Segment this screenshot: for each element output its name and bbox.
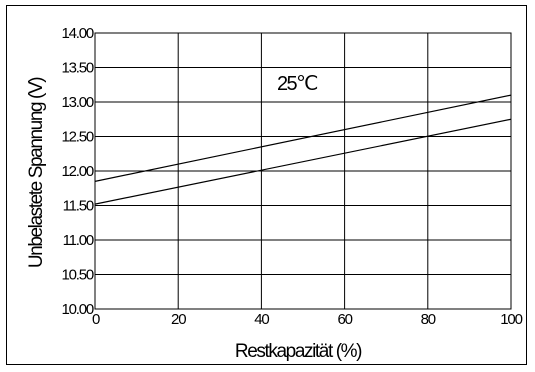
x-axis-label: Restkapazität (%)	[235, 341, 362, 362]
y-tick-label: 11.00	[63, 232, 94, 249]
y-tick-label: 13.50	[61, 60, 93, 77]
series-line-1	[94, 94, 512, 182]
series-group	[94, 94, 512, 205]
y-tick-label: 14.00	[61, 25, 93, 42]
x-tick-label: 100	[500, 311, 522, 328]
plot-area	[94, 32, 512, 310]
series-line-2	[94, 118, 512, 205]
y-tick-label: 11.50	[63, 198, 94, 215]
x-tick-label: 40	[254, 311, 269, 328]
y-tick-label: 10.50	[61, 267, 93, 284]
x-tick-label: 60	[337, 311, 352, 328]
y-tick-label: 12.00	[61, 163, 93, 180]
chart-frame	[6, 5, 527, 365]
y-tick-label: 13.00	[61, 94, 93, 111]
y-tick-label: 12.50	[61, 129, 93, 146]
x-tick-label: 80	[421, 311, 436, 328]
x-tick-labels: 0 20 40 60 80 100	[92, 311, 524, 328]
x-tick-label: 20	[171, 311, 186, 328]
y-axis-label: Unbelastete Spannung (V)	[26, 77, 47, 268]
y-tick-label: 10.00	[61, 301, 93, 318]
x-tick-label: 0	[92, 311, 100, 328]
y-tick-labels: 10.00 10.50 11.00 11.50 12.00 12.50 13.00 13.50…	[61, 25, 95, 318]
temperature-annotation: 25℃	[277, 73, 318, 95]
